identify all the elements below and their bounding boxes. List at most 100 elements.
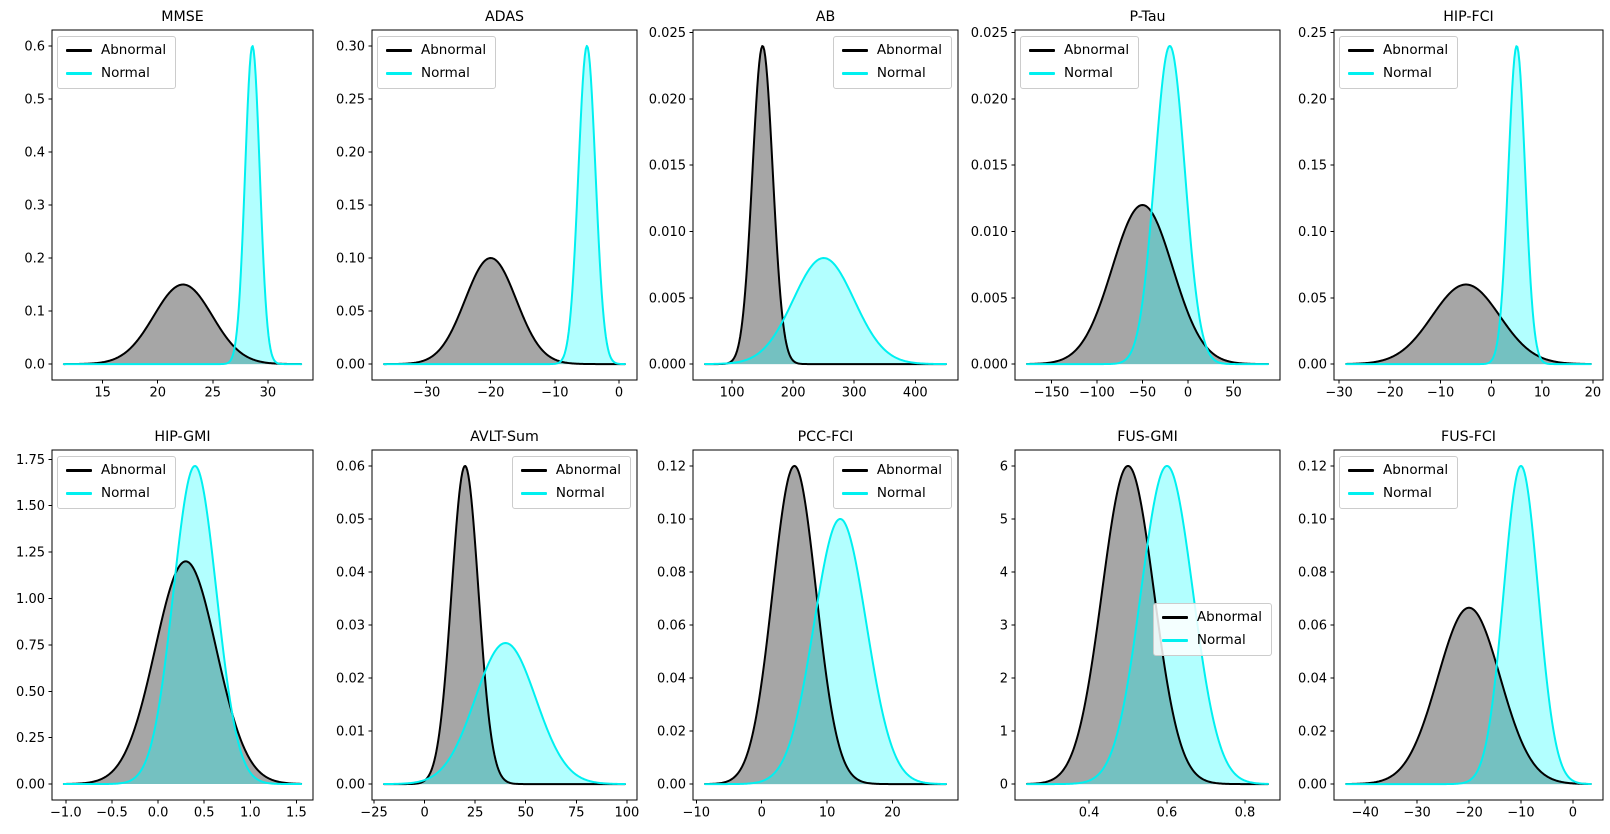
x-tick-label: 0.4 <box>1079 806 1100 821</box>
axes-frame <box>1333 29 1604 381</box>
y-tick-label: 0.10 <box>657 512 686 527</box>
x-tick-label: 0 <box>420 806 428 821</box>
y-tick-label: 0.1 <box>24 305 45 320</box>
normal-density-line <box>1026 44 1269 366</box>
legend-item-abnormal: Abnormal <box>520 462 621 479</box>
abnormal-line-sample-icon <box>1348 49 1374 52</box>
abnormal-density-fill <box>1027 205 1268 365</box>
x-tick-label: 20 <box>149 386 166 401</box>
y-tick-label: 1.75 <box>16 453 45 468</box>
abnormal-density-line <box>62 560 303 785</box>
legend-item-abnormal: Abnormal <box>841 462 942 479</box>
y-tick-label: 0.06 <box>1298 619 1327 634</box>
legend: Abnormal Normal <box>1339 456 1459 509</box>
normal-line-sample-icon <box>1348 492 1374 495</box>
y-tick-label: 0.00 <box>336 778 365 793</box>
legend-item-abnormal: Abnormal <box>66 462 166 479</box>
y-tick-label: 0.02 <box>336 672 365 687</box>
normal-density-fill <box>705 258 946 365</box>
x-tick-label: −30 <box>1403 806 1430 821</box>
legend-label: Abnormal <box>421 42 487 58</box>
y-tick-label: 0.20 <box>1298 92 1327 107</box>
plot-title: P-Tau <box>1129 9 1165 25</box>
abnormal-density-line <box>1345 283 1592 366</box>
abnormal-line-sample-icon <box>520 469 547 472</box>
x-tick-label: 0 <box>1487 386 1495 401</box>
plot-title: FUS-GMI <box>1117 429 1178 445</box>
y-tick-label: 0.00 <box>1298 778 1327 793</box>
legend-label: Normal <box>555 484 605 501</box>
plot-canvas-hip-fci: HIP-FCI 0.00 0.05 0.10 0.15 0.20 0.25 −30 −20 −10… <box>1298 9 1604 401</box>
subplot-adas: ADAS 0.00 0.05 0.10 0.15 0.20 0.25 0.30 −30 −20 −1… <box>322 0 644 417</box>
subplot-mmse: MMSE 0.0 0.1 0.2 0.3 0.4 0.5 0.6 15 20 25 30 Abnorma… <box>0 0 322 417</box>
x-tick-label: 10 <box>819 806 836 821</box>
legend-item-normal: Normal <box>1348 65 1448 82</box>
abnormal-density-fill <box>63 561 302 785</box>
subplot-hip-gmi: HIP-GMI 0.00 0.25 0.50 0.75 1.00 1.25 1.50 1.75 −… <box>0 417 322 834</box>
normal-density-line <box>62 465 303 786</box>
y-tick-label: 0.06 <box>336 459 365 474</box>
x-tick-label: −10 <box>1507 806 1534 821</box>
legend-item-abnormal: Abnormal <box>841 42 942 59</box>
legend: Abnormal Normal <box>832 456 952 509</box>
legend-item-normal: Normal <box>1161 632 1262 649</box>
plot-title: AVLT-Sum <box>470 429 539 445</box>
abnormal-line-sample-icon <box>1029 49 1055 52</box>
legend: Abnormal Normal <box>1339 36 1459 89</box>
y-tick-label: 0 <box>1000 778 1008 793</box>
x-tick-label: 20 <box>1585 386 1602 401</box>
normal-density-fill <box>384 643 625 785</box>
legend-item-abnormal: Abnormal <box>1348 42 1448 59</box>
x-tick-label: 0 <box>615 386 623 401</box>
legend-item-normal: Normal <box>66 485 166 502</box>
legend-label: Abnormal <box>876 42 942 58</box>
legend-label: Abnormal <box>1196 609 1262 625</box>
x-tick-label: 75 <box>568 806 585 821</box>
legend-label: Abnormal <box>101 462 167 478</box>
legend-label: Normal <box>876 484 926 501</box>
legend: Abnormal Normal <box>57 456 177 509</box>
x-tick-label: 100 <box>720 386 745 401</box>
normal-density-line <box>704 517 947 786</box>
legend-label: Normal <box>1383 64 1432 81</box>
x-tick-label: 50 <box>1225 386 1242 401</box>
abnormal-density-line <box>1026 204 1269 366</box>
subplot-avlt-sum: AVLT-Sum 0.00 0.01 0.02 0.03 0.04 0.05 0.06 −25 0… <box>322 417 644 834</box>
y-tick-label: 0.010 <box>971 225 1008 240</box>
y-tick-label: 0.10 <box>336 252 365 267</box>
y-tick-label: 6 <box>1000 459 1008 474</box>
x-tick-label: −10 <box>1427 386 1454 401</box>
y-tick-label: 0.04 <box>657 672 686 687</box>
subplot-pcc-fci: PCC-FCI 0.00 0.02 0.04 0.06 0.08 0.10 0.12 −10 0 1… <box>644 417 966 834</box>
y-tick-label: 0.08 <box>657 565 686 580</box>
abnormal-line-sample-icon <box>1161 616 1188 619</box>
abnormal-density-line <box>62 283 303 366</box>
legend-item-normal: Normal <box>1029 65 1129 82</box>
normal-density-line <box>1345 45 1592 366</box>
x-tick-label: 25 <box>205 386 222 401</box>
normal-line-sample-icon <box>66 492 92 495</box>
legend-item-abnormal: Abnormal <box>1161 609 1262 626</box>
abnormal-density-fill <box>384 465 625 785</box>
normal-density-line <box>62 45 303 366</box>
y-tick-label: 0.02 <box>1298 725 1327 740</box>
abnormal-density-line <box>383 257 626 366</box>
normal-line-sample-icon <box>1029 72 1055 75</box>
y-tick-label: 0.05 <box>336 305 365 320</box>
abnormal-density-fill <box>1346 284 1591 365</box>
abnormal-line-sample-icon <box>1348 469 1374 472</box>
x-tick-label: −0.5 <box>96 806 128 821</box>
legend-label: Normal <box>876 64 926 81</box>
x-tick-label: 100 <box>614 806 639 821</box>
legend-item-normal: Normal <box>841 484 942 502</box>
y-tick-label: 0.05 <box>336 512 365 527</box>
x-tick-label: −40 <box>1351 806 1378 821</box>
x-tick-label: −100 <box>1079 386 1115 401</box>
y-tick-label: 0.020 <box>649 92 686 107</box>
y-tick-label: 0.025 <box>971 26 1008 41</box>
y-tick-label: 0.03 <box>336 619 365 634</box>
legend-label: Normal <box>1064 64 1113 81</box>
subplot-p-tau: P-Tau 0.000 0.005 0.010 0.015 0.020 0.025 −150−… <box>966 0 1288 417</box>
y-tick-label: 0.00 <box>657 778 686 793</box>
y-tick-label: 0.12 <box>657 459 686 474</box>
